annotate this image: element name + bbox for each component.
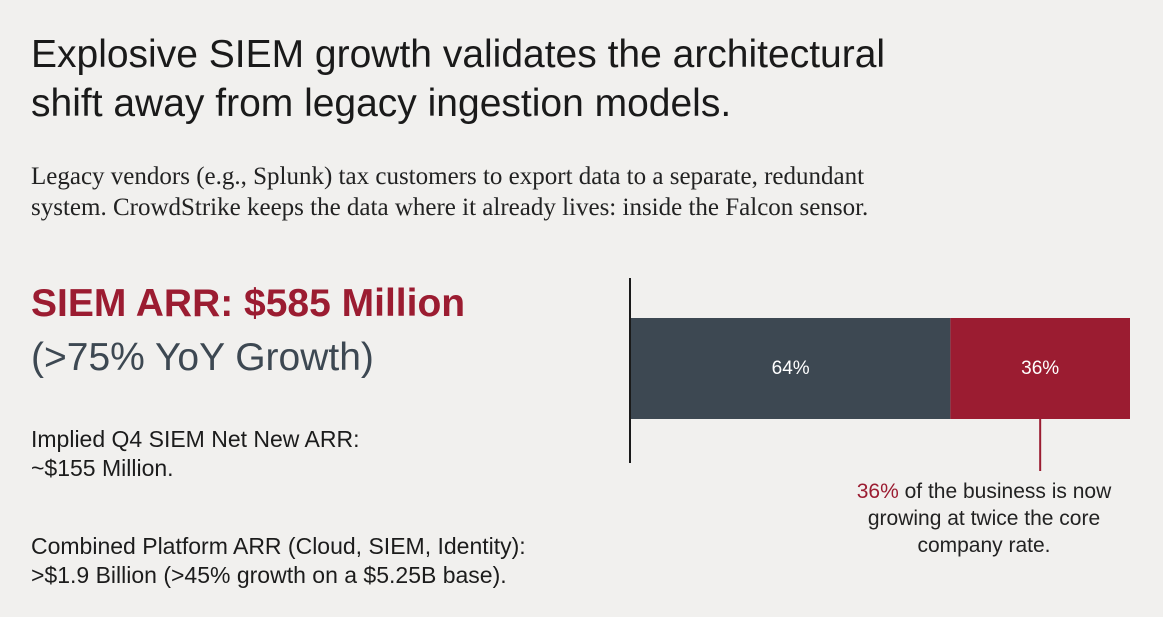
siem-growth-stat: (>75% YoY Growth)	[31, 336, 374, 379]
bar-label-siem: 36%	[1021, 358, 1059, 379]
subtitle-line-1: Legacy vendors (e.g., Splunk) tax custom…	[31, 163, 865, 190]
bar-segment-siem	[950, 318, 1130, 419]
platform-arr-line-2: >$1.9 Billion (>45% growth on a $5.25B b…	[31, 562, 507, 588]
callout-highlight: 36%	[856, 480, 899, 503]
headline: Explosive SIEM growth validates the arch…	[31, 30, 1111, 128]
subtitle-line-2: system. CrowdStrike keeps the data where…	[31, 194, 869, 221]
headline-line-2: shift away from legacy ingestion models.	[31, 82, 732, 125]
platform-arr-note: Combined Platform ARR (Cloud, SIEM, Iden…	[31, 532, 526, 590]
stacked-bar-chart: 64% 36%	[629, 278, 1130, 471]
siem-arr-stat: SIEM ARR: $585 Million	[31, 282, 466, 325]
callout-line-2: growing at twice the core	[867, 507, 1101, 530]
callout-line-1: of the business is now	[898, 480, 1112, 503]
net-new-arr-line-2: ~$155 Million.	[31, 455, 174, 481]
bar-segment-core	[631, 318, 951, 419]
callout-text: 36% of the business is now growing at tw…	[820, 478, 1148, 559]
net-new-arr-note: Implied Q4 SIEM Net New ARR: ~$155 Milli…	[31, 425, 360, 483]
headline-line-1: Explosive SIEM growth validates the arch…	[31, 33, 886, 76]
subtitle: Legacy vendors (e.g., Splunk) tax custom…	[31, 161, 1111, 223]
bar-label-core: 64%	[772, 358, 810, 379]
net-new-arr-line-1: Implied Q4 SIEM Net New ARR:	[31, 426, 360, 452]
callout-line-3: company rate.	[917, 534, 1051, 557]
platform-arr-line-1: Combined Platform ARR (Cloud, SIEM, Iden…	[31, 533, 526, 559]
